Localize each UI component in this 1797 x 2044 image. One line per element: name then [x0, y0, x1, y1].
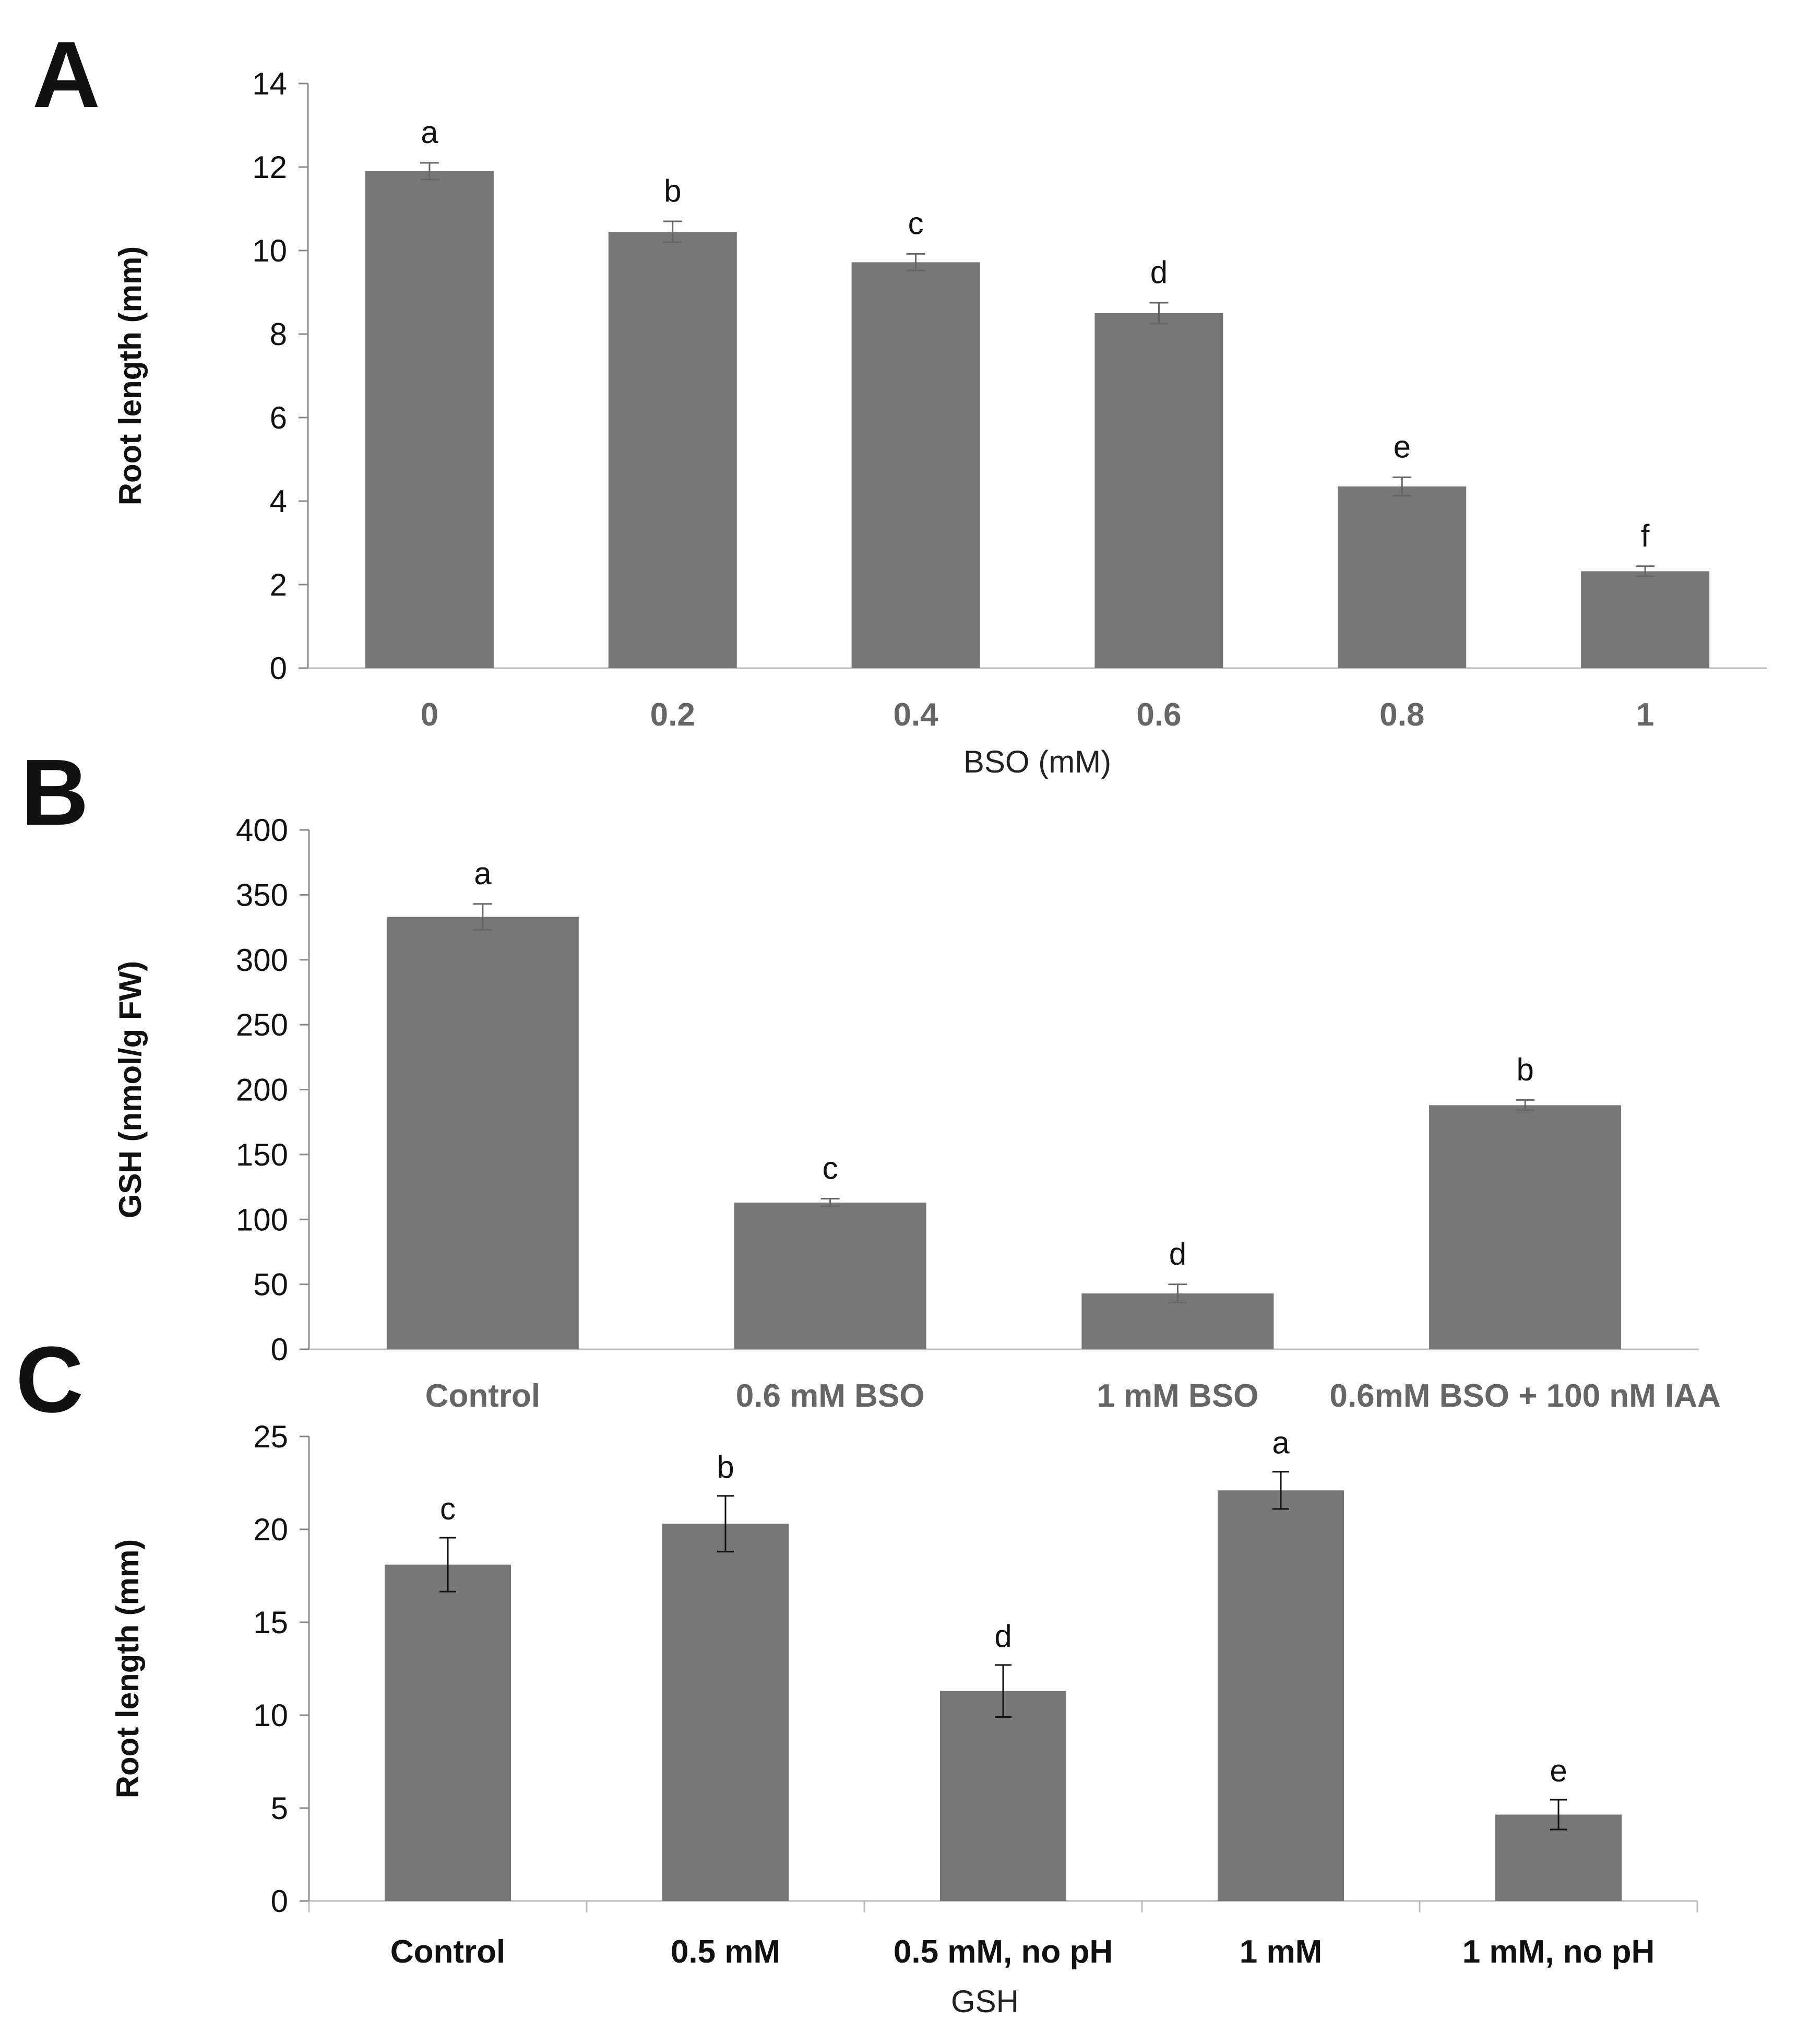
panel-a-y-tick-label: 14 — [252, 66, 287, 101]
panel-a-y-tick-label: 4 — [270, 484, 287, 519]
panel-b-significance-label: b — [1516, 1052, 1533, 1087]
panel-a-y-tick-label: 8 — [270, 317, 287, 352]
panel-a-significance-label: b — [664, 173, 681, 208]
panel-c-significance-label: a — [1272, 1425, 1290, 1460]
panel-c-y-tick-label: 20 — [253, 1512, 288, 1547]
panel-c-significance-label: b — [717, 1449, 734, 1484]
panel-b-y-tick-label: 150 — [236, 1137, 288, 1172]
panel-a-y-tick-label: 2 — [270, 567, 287, 602]
panel-b-category-label: Control — [425, 1378, 540, 1414]
panel-b-bar — [1429, 1105, 1622, 1349]
panel-b-category-label: 1 mM BSO — [1097, 1378, 1258, 1414]
panel-a-y-tick-label: 6 — [270, 400, 287, 435]
panel-b-category-label: 0.6 mM BSO — [736, 1378, 925, 1414]
panel-b-letter: B — [21, 740, 89, 845]
panel-c-bar — [662, 1524, 789, 1901]
panel-c-x-axis-label: GSH — [951, 1984, 1019, 2019]
panel-b-y-tick-label: 200 — [236, 1073, 288, 1108]
panel-b-y-tick-label: 300 — [236, 943, 288, 978]
panel-b-y-tick-label: 400 — [236, 813, 288, 848]
panel-c-bar — [1218, 1490, 1344, 1901]
panel-a-significance-label: d — [1150, 255, 1168, 290]
panel-c-significance-label: c — [440, 1491, 456, 1526]
panel-a-category-label: 1 — [1636, 697, 1654, 733]
panel-a-significance-label: c — [908, 206, 924, 241]
panel-b-y-tick-label: 100 — [236, 1202, 288, 1237]
panel-b-y-axis-label: GSH (nmol/g FW) — [113, 961, 148, 1218]
panel-c-bar — [940, 1691, 1066, 1901]
panel-a-category-label: 0.8 — [1379, 697, 1424, 733]
panel-a-x-axis-label: BSO (mM) — [963, 744, 1111, 779]
panel-b-bar — [386, 917, 579, 1349]
panel-b-y-tick-label: 350 — [236, 877, 288, 912]
panel-a-y-tick-label: 0 — [270, 651, 287, 686]
panel-c-y-tick-label: 5 — [271, 1791, 288, 1826]
panel-a-y-axis-label: Root length (mm) — [113, 246, 148, 506]
panel-b-significance-label: d — [1169, 1237, 1186, 1271]
panel-a-letter: A — [32, 22, 100, 127]
panel-c-category-label: 0.5 mM, no pH — [894, 1934, 1113, 1970]
panel-c-y-tick-label: 0 — [271, 1884, 288, 1919]
panel-b-y-tick-label: 50 — [253, 1267, 288, 1302]
panel-c-bar — [385, 1564, 511, 1901]
panel-b-y-tick-label: 0 — [271, 1332, 288, 1367]
panel-a-bar — [1581, 571, 1710, 668]
panel-a-bar — [1094, 313, 1223, 668]
panel-a-significance-label: a — [421, 115, 438, 150]
panel-a-category-label: 0.4 — [893, 697, 938, 733]
panel-b-y-tick-label: 250 — [236, 1007, 288, 1042]
panel-c-y-tick-label: 25 — [253, 1419, 288, 1454]
panel-a-y-tick-label: 12 — [252, 150, 287, 185]
panel-a-bar — [851, 262, 980, 668]
panel-a-category-label: 0 — [421, 697, 438, 733]
panel-a-category-label: 0.2 — [650, 697, 695, 733]
panel-c-category-label: 1 mM — [1240, 1934, 1322, 1970]
panel-c-category-label: 1 mM, no pH — [1462, 1934, 1655, 1970]
panel-c-significance-label: d — [994, 1619, 1011, 1654]
panel-c-category-label: 0.5 mM — [671, 1934, 780, 1970]
panel-a-y-tick-label: 10 — [252, 233, 287, 268]
panel-a-bar — [608, 232, 737, 668]
panel-a-significance-label: e — [1394, 429, 1411, 464]
panel-c-y-axis-label: Root length (mm) — [110, 1539, 145, 1799]
panel-c-y-tick-label: 10 — [253, 1698, 288, 1733]
panel-b-bar — [734, 1202, 926, 1349]
panel-a-bar — [1338, 486, 1467, 668]
panel-c-y-tick-label: 15 — [253, 1605, 288, 1640]
panel-b-category-label: 0.6mM BSO + 100 nM IAA — [1329, 1378, 1720, 1414]
panel-b-significance-label: a — [474, 856, 492, 891]
panel-c-category-label: Control — [390, 1934, 505, 1970]
panel-a-significance-label: f — [1641, 518, 1650, 553]
panel-a-bar — [365, 171, 494, 668]
panel-a-category-label: 0.6 — [1136, 697, 1181, 733]
panel-b-significance-label: c — [823, 1150, 838, 1185]
panel-c-significance-label: e — [1550, 1753, 1567, 1788]
panel-c-letter: C — [16, 1327, 84, 1432]
